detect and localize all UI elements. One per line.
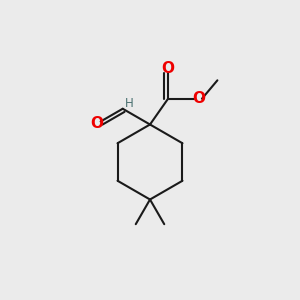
- Text: H: H: [125, 97, 134, 110]
- Text: O: O: [162, 61, 175, 76]
- Text: O: O: [192, 91, 205, 106]
- Text: O: O: [91, 116, 103, 130]
